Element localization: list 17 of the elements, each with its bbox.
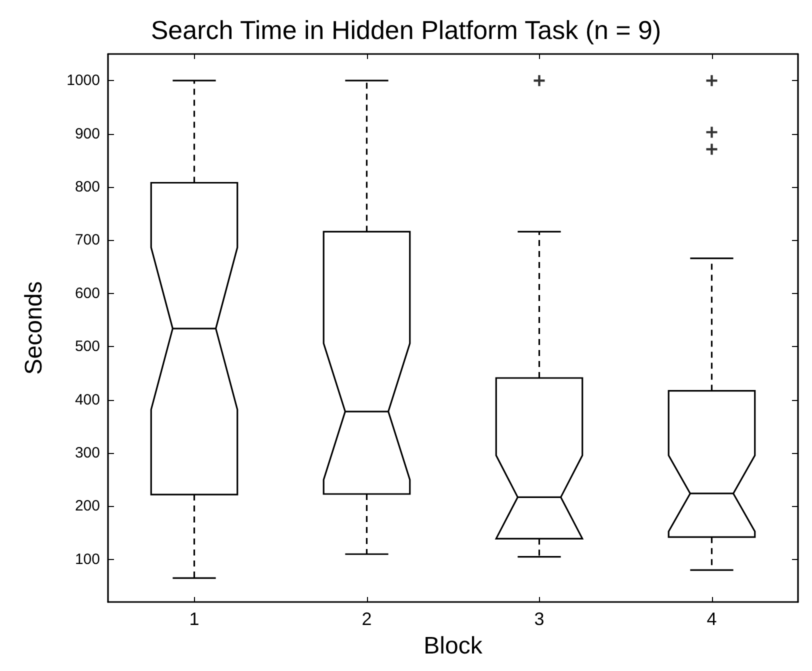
y-axis-title: Seconds — [20, 281, 48, 375]
y-tick-label: 200 — [74, 498, 100, 515]
y-tick-label: 600 — [74, 284, 100, 302]
x-tick-label: 1 — [189, 609, 200, 629]
y-tick-label: 500 — [74, 338, 100, 356]
y-tick-label: 400 — [74, 391, 100, 408]
x-tick-label: 4 — [706, 609, 717, 629]
y-tick-label: 100 — [74, 550, 100, 568]
y-tick-label: 900 — [74, 125, 100, 142]
x-axis-title: Block — [424, 632, 484, 660]
y-tick-label: 1000 — [66, 72, 100, 90]
chart-title: Search Time in Hidden Platform Task (n = 9) — [150, 15, 662, 45]
y-tick-label: 300 — [74, 444, 100, 462]
y-tick-label: 700 — [74, 232, 100, 249]
x-tick-label: 2 — [362, 609, 372, 629]
x-tick-label: 3 — [534, 609, 544, 629]
y-tick-label: 800 — [74, 178, 100, 196]
